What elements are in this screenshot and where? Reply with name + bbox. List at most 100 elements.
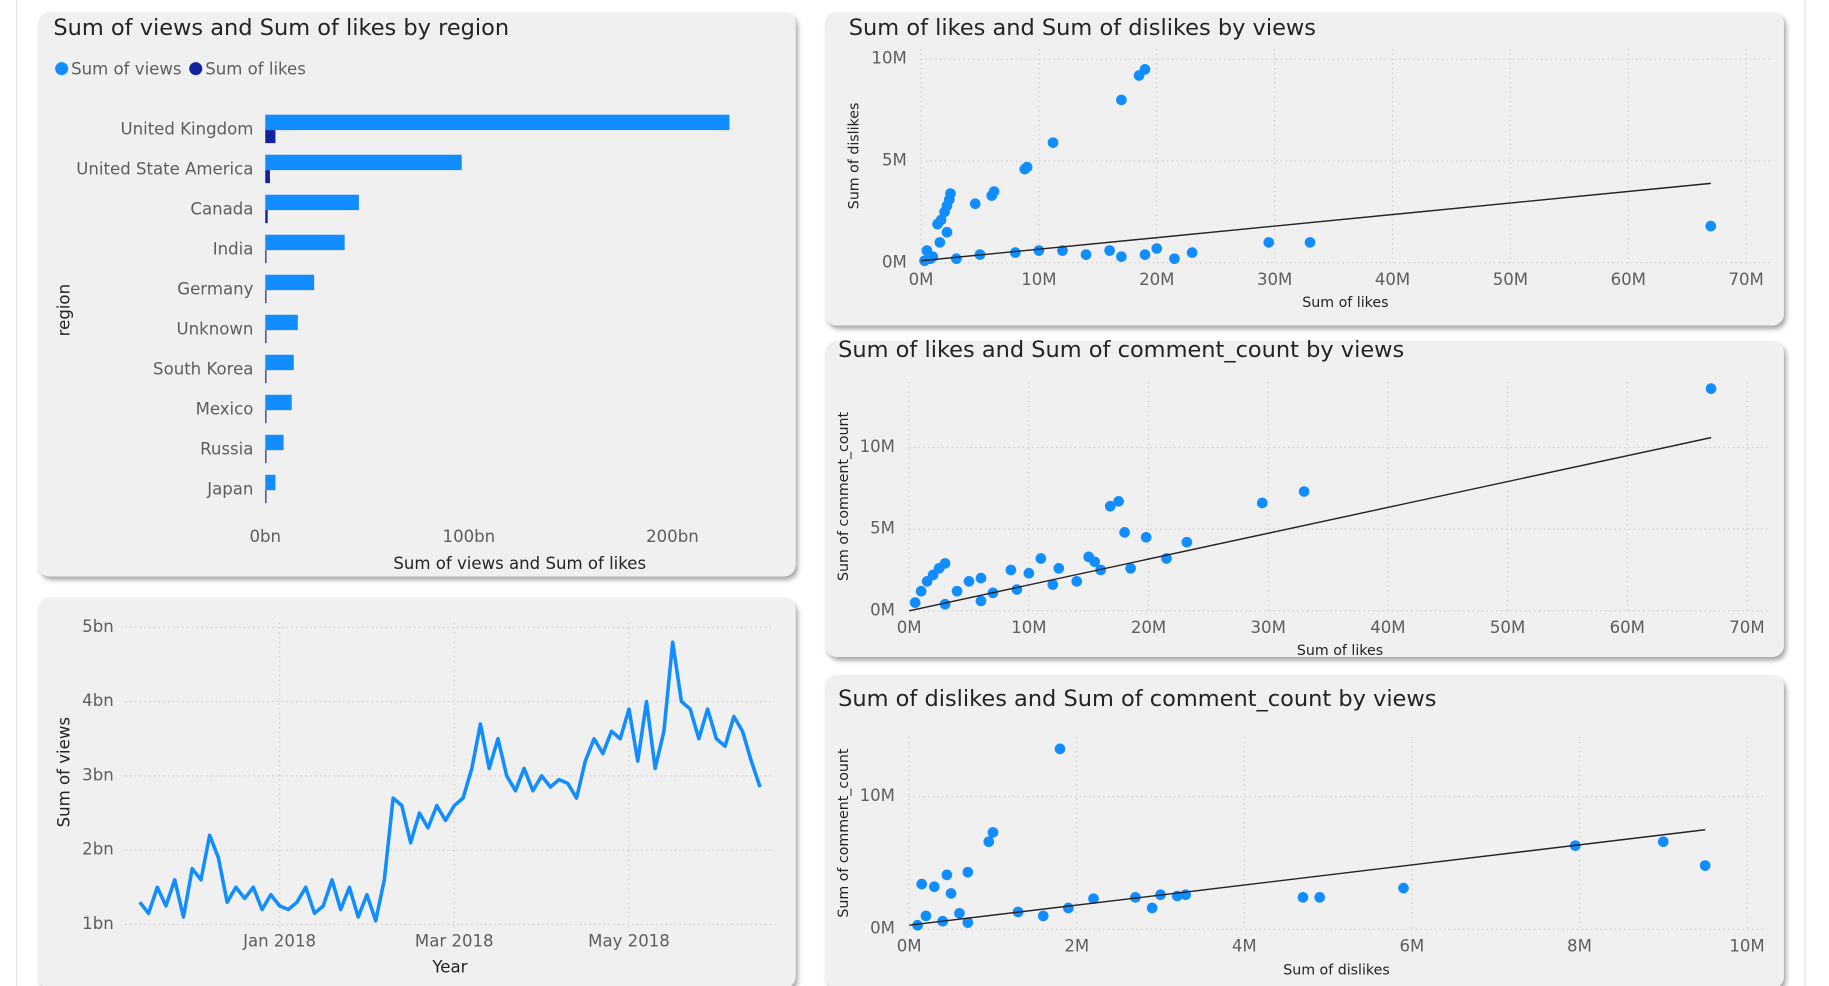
bar <box>265 330 267 344</box>
y-tick-label: United Kingdom <box>120 120 253 139</box>
x-tick-label: May 2018 <box>588 932 670 951</box>
scatter-point <box>1140 531 1152 543</box>
bar <box>265 314 298 331</box>
scatter-point <box>912 919 923 931</box>
scatter-point <box>909 597 921 608</box>
scatter-point <box>1169 253 1180 265</box>
scatter-point <box>983 836 995 848</box>
scatter-point <box>1398 882 1409 894</box>
x-tick-label: 100bn <box>443 527 496 546</box>
x-tick-label: 6M <box>1399 936 1424 955</box>
bar <box>265 394 292 411</box>
chart-title: Sum of likes and Sum of comment_count by… <box>838 337 1404 363</box>
scatter-point <box>1063 902 1074 914</box>
scatter-point <box>1054 743 1066 755</box>
x-axis-title: Sum of dislikes <box>1283 963 1390 979</box>
x-axis-title: Sum of likes <box>1297 643 1383 659</box>
scatter-point <box>920 910 932 922</box>
y-tick-label: 0M <box>870 600 895 619</box>
x-tick-label: 4M <box>1232 936 1257 955</box>
x-tick-label: 10M <box>1729 936 1764 955</box>
scatter-point <box>928 881 940 893</box>
x-tick-label: 2M <box>1064 936 1089 955</box>
scatter-point <box>1080 249 1092 260</box>
scatter-point <box>1083 551 1095 563</box>
bar <box>265 354 294 371</box>
x-tick-label: 10M <box>1011 618 1046 637</box>
x-tick-label: 40M <box>1370 618 1405 637</box>
x-tick-label: 0bn <box>249 527 281 546</box>
bar <box>265 274 315 291</box>
x-tick-label: 70M <box>1729 618 1764 637</box>
panel <box>37 597 796 986</box>
y-axis-title: Sum of dislikes <box>847 103 863 210</box>
legend-label: Sum of views <box>71 59 181 78</box>
scatter-point <box>1304 237 1316 248</box>
scatter-point <box>1139 249 1151 260</box>
y-tick-label: Germany <box>177 280 253 299</box>
line-series <box>138 640 762 923</box>
scatter-point <box>962 866 974 878</box>
scatter-point <box>1263 237 1275 248</box>
scatter-point <box>969 198 981 210</box>
scatter-point <box>1005 564 1017 576</box>
y-tick-label: United State America <box>76 160 253 179</box>
bar <box>265 194 359 211</box>
y-axis-title: Sum of comment_count <box>836 411 852 580</box>
trend-line <box>909 436 1712 612</box>
x-tick-label: 10M <box>1021 270 1056 289</box>
y-tick-label: Japan <box>206 480 253 499</box>
bar <box>265 370 267 384</box>
x-tick-label: Jan 2018 <box>242 932 316 951</box>
scatter-point <box>1699 860 1711 871</box>
scatter-point <box>945 888 957 899</box>
scatter-point <box>987 827 999 838</box>
scatter-point <box>1037 910 1049 922</box>
scatter-point <box>916 878 928 890</box>
y-tick-label: 0M <box>870 919 895 938</box>
scatter-point <box>951 253 962 265</box>
x-tick-label: 200bn <box>646 527 699 546</box>
bar <box>265 434 284 451</box>
bar <box>265 410 267 424</box>
y-tick-label: South Korea <box>153 360 253 379</box>
scatter-point <box>1035 553 1047 564</box>
scatter-point <box>963 576 975 587</box>
x-axis-title: Sum of views and Sum of likes <box>393 554 646 573</box>
y-tick-label: 5M <box>882 150 907 169</box>
y-tick-label: 10M <box>871 49 906 68</box>
bar <box>265 114 730 131</box>
x-tick-label: 50M <box>1493 270 1528 289</box>
scatter-point <box>941 869 953 881</box>
x-tick-label: 40M <box>1375 270 1410 289</box>
scatter-point <box>988 186 1000 197</box>
scatter-point <box>1657 836 1669 848</box>
y-tick-label: 5M <box>870 519 895 538</box>
chart-title: Sum of dislikes and Sum of comment_count… <box>838 686 1436 712</box>
y-axis-title: region <box>55 284 74 336</box>
x-tick-label: 50M <box>1490 618 1525 637</box>
scatter-point <box>1181 536 1193 548</box>
scatter-point <box>1104 500 1116 512</box>
x-axis-title: Sum of likes <box>1302 295 1388 311</box>
x-tick-label: 20M <box>1131 618 1166 637</box>
scatter-point <box>1705 220 1717 232</box>
trend-line <box>920 182 1711 262</box>
y-tick-label: 3bn <box>82 765 114 784</box>
scatter-point <box>1088 893 1099 905</box>
scatter-point <box>915 585 927 597</box>
scatter-point <box>921 576 933 587</box>
chart-title: Sum of likes and Sum of dislikes by view… <box>849 15 1316 41</box>
y-tick-label: India <box>213 240 254 259</box>
x-tick-label: 8M <box>1567 936 1592 955</box>
scatter-point <box>932 218 943 230</box>
scatter-point <box>1019 163 1031 175</box>
scatter-point <box>1125 562 1136 574</box>
panel <box>825 340 1784 657</box>
bar <box>265 250 267 264</box>
x-tick-label: 0M <box>897 618 922 637</box>
bar <box>265 154 462 171</box>
x-axis-title: Year <box>431 958 467 977</box>
trend-line <box>909 829 1706 926</box>
